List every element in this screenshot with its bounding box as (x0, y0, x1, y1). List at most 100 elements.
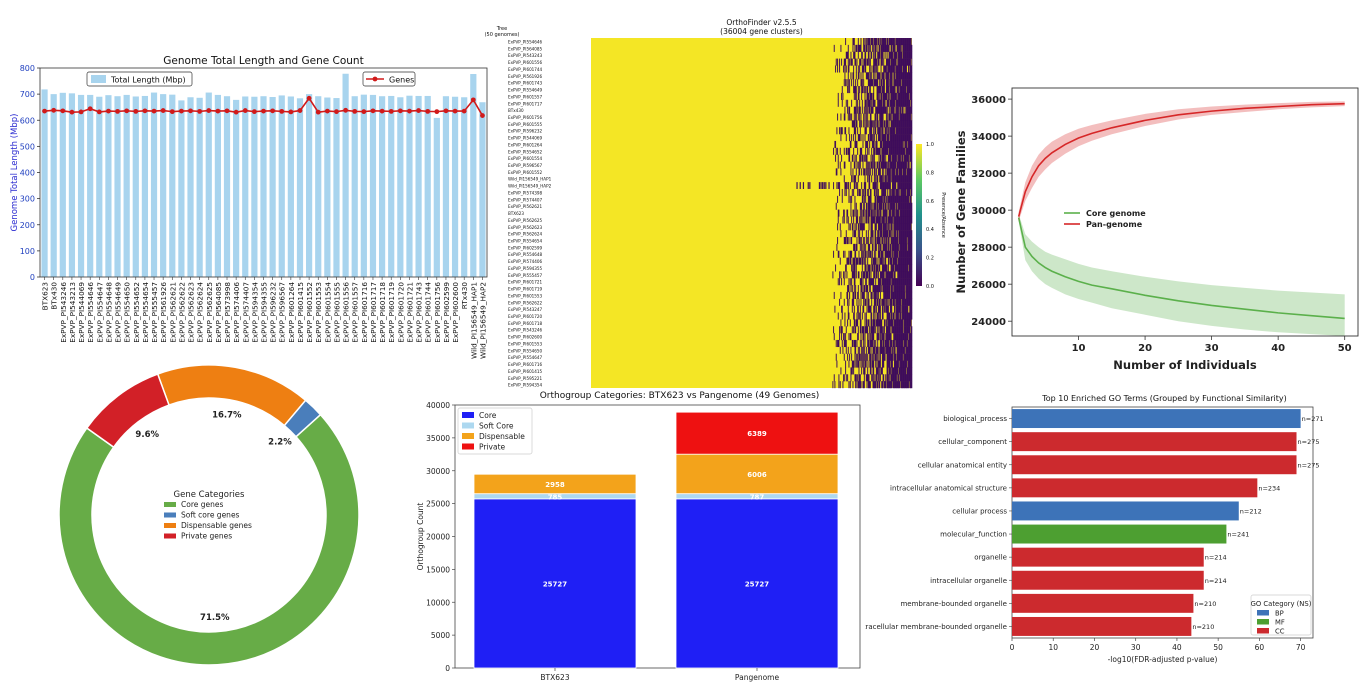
absence-cell (906, 346, 908, 354)
genes-point (215, 108, 221, 114)
absence-cell (863, 195, 865, 203)
absence-cell (885, 38, 887, 46)
absence-cell (866, 381, 868, 389)
absence-cell (906, 333, 908, 341)
absence-cell (872, 278, 874, 286)
absence-cell (867, 51, 869, 59)
absence-cell (883, 216, 885, 224)
absence-cell (851, 305, 853, 313)
absence-cell (840, 291, 842, 299)
absence-cell (903, 237, 905, 245)
absence-cell (887, 58, 889, 66)
absence-cell (866, 44, 868, 52)
absence-cell (900, 79, 902, 87)
absence-cell (860, 278, 862, 286)
absence-cell (851, 134, 853, 142)
absence-cell (849, 381, 851, 389)
absence-cell (887, 381, 889, 389)
absence-cell (908, 346, 910, 354)
absence-cell (865, 230, 867, 238)
absence-cell (905, 230, 907, 238)
absence-cell (875, 285, 877, 293)
absence-cell (843, 113, 845, 121)
absence-cell (901, 175, 903, 183)
absence-cell (888, 182, 890, 190)
absence-cell (861, 79, 863, 87)
absence-cell (903, 99, 905, 107)
absence-cell (891, 237, 893, 245)
absence-cell (907, 106, 909, 114)
absence-cell (909, 243, 911, 251)
absence-cell (883, 346, 885, 354)
absence-cell (855, 264, 857, 272)
absence-cell (859, 353, 861, 361)
absence-cell (887, 374, 889, 382)
absence-cell (878, 38, 880, 46)
absence-cell (861, 92, 863, 100)
absence-cell (884, 285, 886, 293)
absence-cell (905, 339, 907, 348)
absence-cell (909, 195, 911, 203)
absence-cell (838, 339, 840, 348)
absence-cell (902, 188, 904, 197)
absence-cell (893, 243, 895, 251)
absence-cell (887, 339, 889, 348)
absence-cell (906, 202, 908, 210)
absence-cell (881, 257, 883, 265)
absence-cell (873, 72, 875, 80)
absence-cell (875, 237, 877, 245)
absence-cell (863, 168, 865, 176)
absence-cell (909, 188, 911, 197)
absence-cell (897, 237, 899, 245)
absence-cell (862, 72, 864, 80)
absence-cell (899, 271, 901, 279)
absence-cell (907, 86, 909, 94)
absence-cell (886, 285, 888, 293)
absence-cell (874, 195, 876, 203)
absence-cell (901, 127, 903, 135)
row-label: ExPVP_PI596232 (508, 129, 542, 134)
absence-cell (859, 230, 861, 238)
absence-cell (863, 113, 865, 121)
absence-cell (878, 147, 880, 155)
absence-cell (852, 44, 854, 52)
absence-cell (893, 140, 895, 149)
absence-cell (909, 168, 911, 176)
absence-cell (855, 250, 857, 258)
absence-cell (893, 271, 895, 279)
absence-cell (891, 65, 893, 73)
absence-cell (897, 353, 899, 361)
absence-cell (905, 79, 907, 87)
absence-cell (898, 161, 900, 169)
absence-cell (838, 250, 840, 258)
absence-cell (876, 333, 878, 341)
absence-cell (862, 86, 864, 94)
absence-cell (823, 182, 825, 189)
absence-cell (871, 339, 873, 348)
absence-cell (895, 216, 897, 224)
x-tick-label: 20 (1090, 643, 1100, 652)
absence-cell (857, 257, 859, 265)
absence-cell (839, 346, 841, 354)
absence-cell (839, 161, 841, 169)
absence-cell (882, 305, 884, 313)
absence-cell (887, 285, 889, 293)
absence-cell (907, 346, 909, 354)
absence-cell (833, 291, 835, 299)
absence-cell (855, 326, 857, 334)
absence-cell (853, 298, 855, 306)
absence-cell (895, 65, 897, 73)
absence-cell (859, 312, 861, 320)
absence-cell (878, 326, 880, 334)
absence-cell (904, 381, 906, 389)
absence-cell (903, 161, 905, 169)
absence-cell (891, 250, 893, 258)
absence-cell (890, 312, 892, 320)
absence-cell (865, 326, 867, 334)
absence-cell (903, 381, 905, 389)
absence-cell (910, 312, 912, 320)
absence-cell (851, 195, 853, 203)
absence-cell (905, 120, 907, 128)
absence-cell (845, 264, 847, 272)
absence-cell (883, 182, 885, 190)
